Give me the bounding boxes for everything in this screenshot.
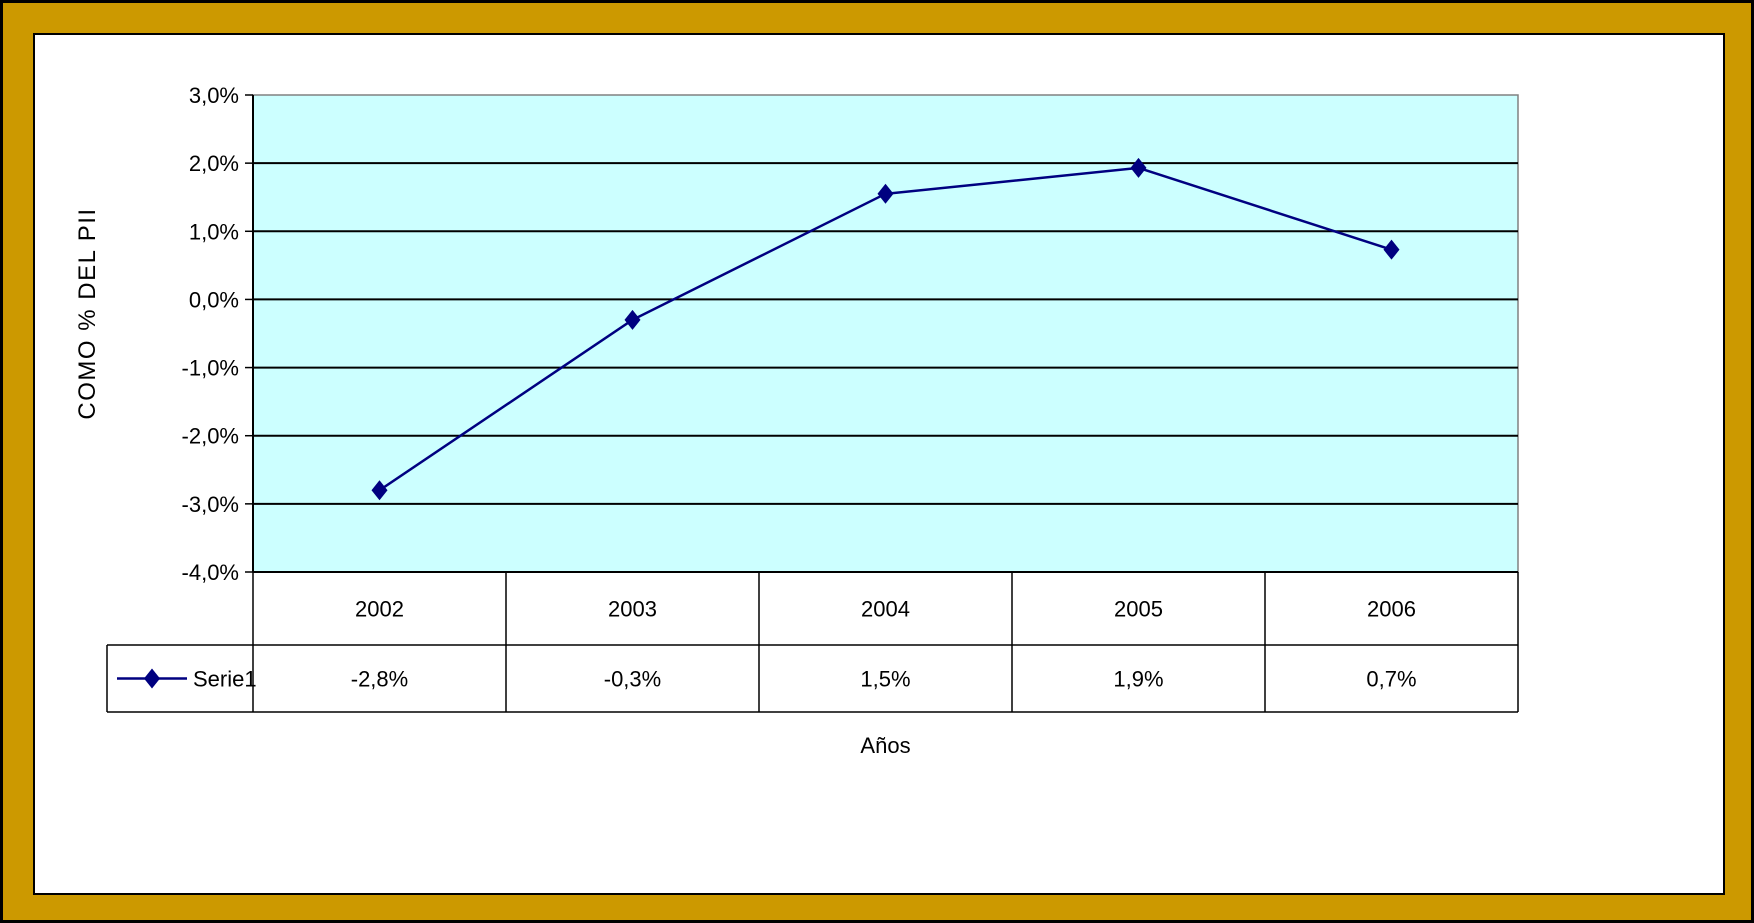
data-point bbox=[1383, 239, 1400, 260]
gridlines bbox=[253, 162, 1518, 573]
y-tick-label: 2,0% bbox=[189, 151, 239, 176]
category-label: 2005 bbox=[1114, 597, 1163, 622]
data-point bbox=[371, 480, 388, 501]
legend-label: Serie1 bbox=[193, 667, 257, 692]
y-axis-label: COMO % DEL PII bbox=[74, 207, 101, 419]
y-tick-label: -1,0% bbox=[182, 356, 239, 381]
y-tick-label: 0,0% bbox=[189, 287, 239, 312]
data-table: 2002 2003 2004 2005 2006 Serie1 -2,8% -0,3% 1,5%… bbox=[106, 572, 1519, 713]
category-label: 2004 bbox=[861, 597, 910, 622]
y-tick-label: -3,0% bbox=[182, 492, 239, 517]
table-value: 0,7% bbox=[1366, 667, 1416, 692]
x-axis-label: Años bbox=[860, 733, 910, 758]
y-tick-label: -4,0% bbox=[182, 560, 239, 585]
data-point bbox=[877, 183, 894, 204]
data-point bbox=[624, 309, 641, 330]
chart-area: 3,0% 2,0% 1,0% 0,0% -1,0% -2,0% -3,0% -4,0% COM… bbox=[33, 33, 1725, 895]
table-value: -0,3% bbox=[604, 667, 661, 692]
line-chart: 3,0% 2,0% 1,0% 0,0% -1,0% -2,0% -3,0% -4,0% COM… bbox=[74, 83, 1519, 758]
table-value: 1,9% bbox=[1113, 667, 1163, 692]
y-axis-ticks: 3,0% 2,0% 1,0% 0,0% -1,0% -2,0% -3,0% -4,0% bbox=[182, 83, 254, 585]
table-value: -2,8% bbox=[351, 667, 408, 692]
series-serie1 bbox=[371, 157, 1400, 501]
y-tick-label: 3,0% bbox=[189, 83, 239, 108]
table-value: 1,5% bbox=[860, 667, 910, 692]
category-label: 2002 bbox=[355, 597, 404, 622]
y-tick-label: -2,0% bbox=[182, 424, 239, 449]
y-tick-label: 1,0% bbox=[189, 219, 239, 244]
data-point bbox=[1130, 157, 1147, 178]
plot-background bbox=[252, 94, 1519, 573]
legend-marker bbox=[144, 668, 160, 689]
category-label: 2003 bbox=[608, 597, 657, 622]
category-label: 2006 bbox=[1367, 597, 1416, 622]
